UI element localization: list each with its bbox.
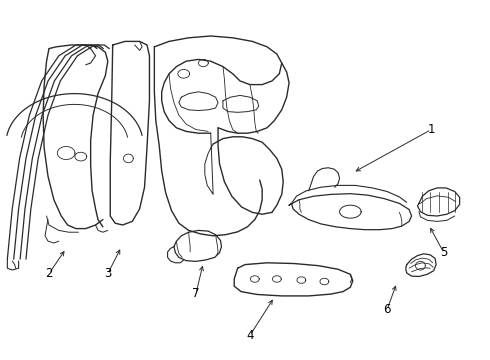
Text: 4: 4 bbox=[246, 329, 254, 342]
Text: 5: 5 bbox=[440, 246, 447, 258]
Text: 3: 3 bbox=[104, 267, 112, 280]
Text: 6: 6 bbox=[383, 303, 391, 316]
Text: 2: 2 bbox=[45, 267, 53, 280]
Text: 7: 7 bbox=[192, 287, 200, 300]
Text: 1: 1 bbox=[427, 123, 435, 136]
